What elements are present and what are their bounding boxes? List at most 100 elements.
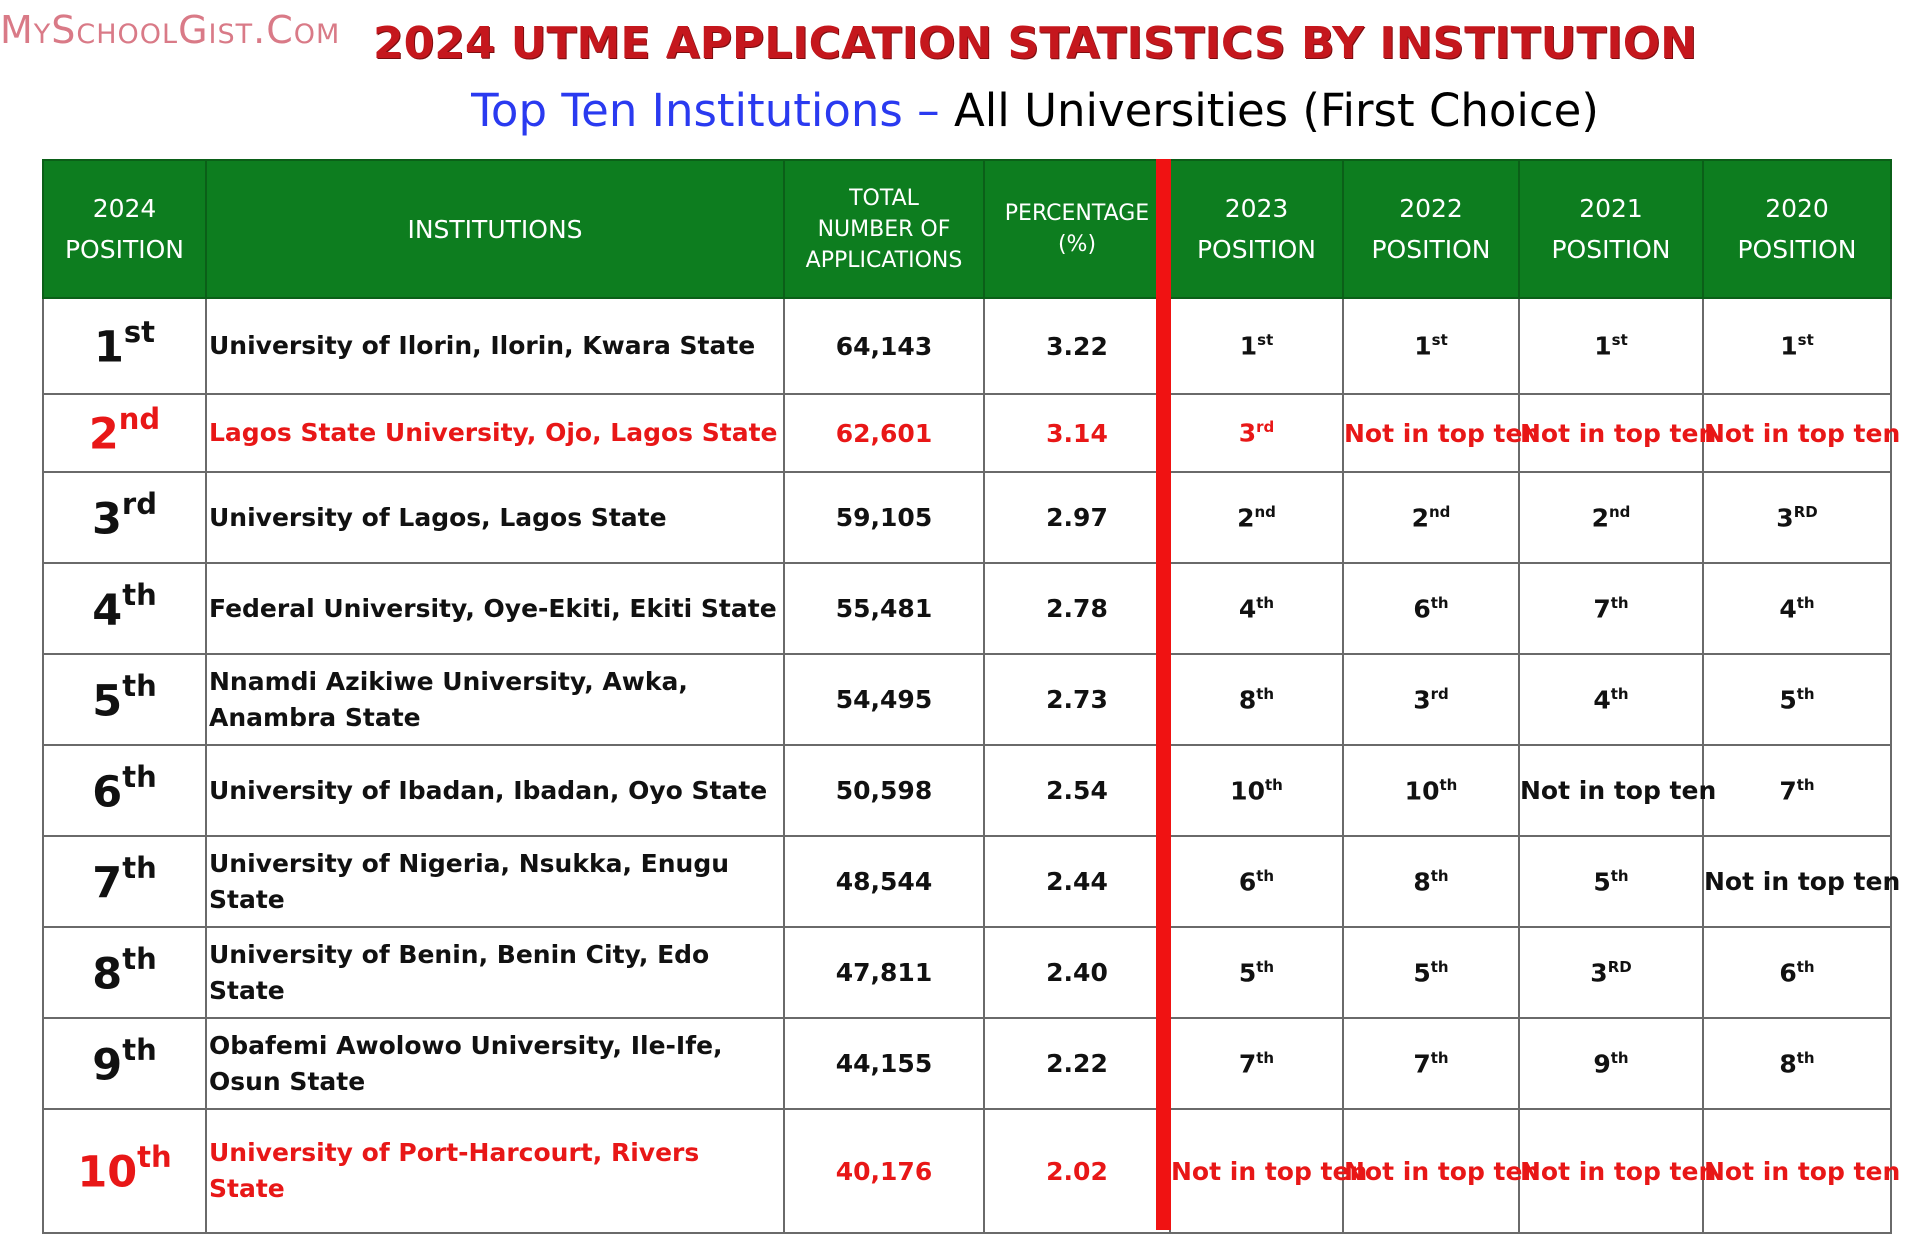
position-suffix: th	[1256, 1048, 1275, 1067]
position-2024-cell: 10th	[42, 1108, 207, 1234]
position-number: 1	[1594, 331, 1612, 361]
percentage-value: 2.73	[983, 653, 1171, 746]
position-suffix: st	[1431, 331, 1448, 350]
header-row: 2024 POSITION INSTITUTIONS TOTAL NUMBER OF…	[42, 159, 1892, 299]
position-2023-cell: 4th	[1169, 562, 1344, 655]
table-row: 5th Nnamdi Azikiwe University, Awka, Anam…	[42, 653, 1892, 746]
percentage-value: 2.78	[983, 562, 1171, 655]
position-2021-cell: 7th	[1518, 562, 1704, 655]
position-number: 6	[92, 767, 123, 818]
position-2022-cell: 2nd	[1342, 471, 1520, 564]
table-row: 1st University of Ilorin, Ilorin, Kwara S…	[42, 297, 1892, 395]
position-2023-cell: Not in top ten	[1169, 1108, 1367, 1234]
position-suffix: st	[1797, 331, 1814, 350]
position-2023-cell: 10th	[1169, 744, 1344, 837]
position-2020-cell: Not in top ten	[1702, 835, 1900, 928]
position-suffix: th	[122, 577, 157, 612]
table-row: 3rd University of Lagos, Lagos State 59,10…	[42, 471, 1892, 564]
position-suffix: th	[1796, 593, 1815, 612]
page-subtitle: Top Ten Institutions – All Universities …	[0, 84, 1920, 137]
statistics-table: 2024 POSITION INSTITUTIONS TOTAL NUMBER OF…	[42, 159, 1900, 1234]
position-number: 8	[92, 949, 123, 1000]
position-suffix: rd	[1430, 684, 1449, 703]
position-suffix: th	[1796, 1048, 1815, 1067]
position-2020-cell: 8th	[1702, 1017, 1892, 1110]
table-row: 7th University of Nigeria, Nsukka, Enugu …	[42, 835, 1900, 928]
position-number: 9	[92, 1040, 123, 1091]
position-suffix: th	[122, 850, 157, 885]
position-2022-cell: 5th	[1342, 926, 1520, 1019]
position-suffix: rd	[1256, 418, 1275, 437]
position-2024-cell: 7th	[42, 835, 207, 928]
position-suffix: RD	[1607, 957, 1632, 976]
position-suffix: st	[1257, 331, 1274, 350]
table-row: 6th University of Ibadan, Ibadan, Oyo Sta…	[42, 744, 1892, 837]
position-2024-cell: 6th	[42, 744, 207, 837]
position-number: 7	[1413, 1049, 1431, 1079]
percentage-value: 2.40	[983, 926, 1171, 1019]
table-row: 10th University of Port-Harcourt, Rivers …	[42, 1108, 1900, 1234]
position-number: 4	[1238, 594, 1257, 624]
position-number: 5	[1593, 867, 1611, 897]
position-2020-cell: 7th	[1702, 744, 1892, 837]
position-number: 8	[1779, 1049, 1797, 1079]
applications-count: 64,143	[783, 297, 985, 395]
position-2020-cell: 5th	[1702, 653, 1892, 746]
position-suffix: th	[1256, 866, 1275, 885]
applications-count: 62,601	[783, 393, 985, 473]
position-2021-cell: 2nd	[1518, 471, 1704, 564]
header-total-applications: TOTAL NUMBER OF APPLICATIONS	[783, 159, 985, 299]
percentage-value: 3.22	[983, 297, 1171, 395]
position-number: 2	[1591, 503, 1609, 533]
position-2022-cell: 8th	[1342, 835, 1520, 928]
position-number: 7	[1238, 1049, 1257, 1079]
position-number: 2	[88, 409, 119, 460]
institution-name: Obafemi Awolowo University, Ile-Ife, Osu…	[205, 1017, 785, 1110]
position-2024-cell: 4th	[42, 562, 207, 655]
position-2021-cell: 1st	[1518, 297, 1704, 395]
subtitle-scope: All Universities (First Choice)	[953, 84, 1599, 137]
position-2020-cell: Not in top ten	[1702, 1108, 1900, 1234]
position-2021-cell: 3RD	[1518, 926, 1704, 1019]
position-number: 1	[1414, 331, 1432, 361]
position-number: 10	[1230, 776, 1265, 806]
position-number: 5	[1238, 958, 1257, 988]
position-suffix: th	[1610, 1048, 1629, 1067]
position-2023-cell: 2nd	[1169, 471, 1344, 564]
applications-count: 40,176	[783, 1108, 985, 1234]
position-suffix: th	[1430, 1048, 1449, 1067]
position-number: 1	[1780, 331, 1798, 361]
percentage-value: 3.14	[983, 393, 1171, 473]
position-2024-cell: 8th	[42, 926, 207, 1019]
position-suffix: st	[123, 315, 156, 350]
position-suffix: th	[1430, 957, 1449, 976]
position-suffix: th	[1430, 593, 1449, 612]
position-2020-cell: 4th	[1702, 562, 1892, 655]
percentage-value: 2.97	[983, 471, 1171, 564]
position-suffix: th	[122, 1032, 157, 1067]
institution-name: Nnamdi Azikiwe University, Awka, Anambra…	[205, 653, 785, 746]
institution-name: University of Ibadan, Ibadan, Oyo State	[205, 744, 785, 837]
position-2021-cell: Not in top ten	[1518, 393, 1716, 473]
position-2022-cell: 6th	[1342, 562, 1520, 655]
position-number: 4	[1593, 685, 1611, 715]
position-2022-cell: 1st	[1342, 297, 1520, 395]
percentage-value: 2.02	[983, 1108, 1171, 1234]
position-number: 7	[1593, 594, 1611, 624]
position-number: 6	[1779, 958, 1797, 988]
table-row: 9th Obafemi Awolowo University, Ile-Ife, …	[42, 1017, 1892, 1110]
position-2020-cell: Not in top ten	[1702, 393, 1900, 473]
position-suffix: th	[137, 1140, 172, 1175]
position-suffix: RD	[1793, 502, 1818, 521]
position-2023-cell: 3rd	[1169, 393, 1344, 473]
position-2022-cell: Not in top ten	[1342, 393, 1540, 473]
position-number: 7	[92, 858, 123, 909]
position-number: 10	[1404, 776, 1440, 806]
position-suffix: th	[1610, 684, 1629, 703]
percentage-value: 2.54	[983, 744, 1171, 837]
position-number: 5	[1413, 958, 1431, 988]
position-2022-cell: 3rd	[1342, 653, 1520, 746]
position-2020-cell: 3RD	[1702, 471, 1892, 564]
position-suffix: th	[1439, 775, 1458, 794]
position-2021-cell: Not in top ten	[1518, 744, 1716, 837]
